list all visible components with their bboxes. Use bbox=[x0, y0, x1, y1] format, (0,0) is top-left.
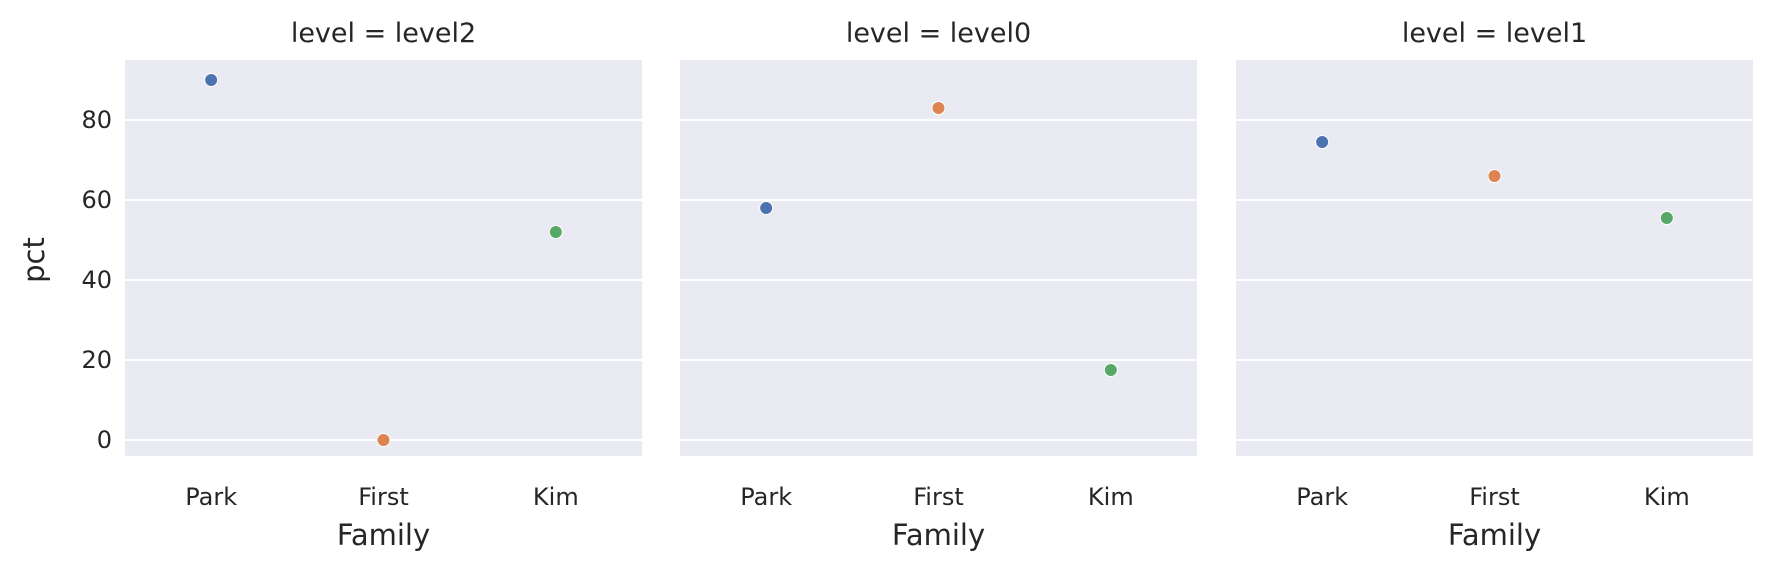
data-point-kim bbox=[548, 225, 563, 239]
x-tick-label: First bbox=[358, 483, 409, 511]
x-tick-label: First bbox=[913, 483, 964, 511]
y-tick-label: 60 bbox=[81, 186, 112, 214]
facet-panel-1: Park First Kim Family level = level0 bbox=[680, 18, 1197, 552]
data-point-park bbox=[1315, 135, 1330, 149]
data-point-first bbox=[1487, 169, 1502, 183]
y-axis-title: pct bbox=[17, 237, 51, 283]
x-tick-label: Kim bbox=[1644, 483, 1690, 511]
facet-title: level = level0 bbox=[846, 18, 1031, 49]
x-axis-title: Family bbox=[1448, 518, 1541, 552]
facet-background bbox=[125, 60, 642, 456]
x-tick-label: First bbox=[1469, 483, 1520, 511]
facets: 0 20 40 60 80 Park First Kim Family level = level… bbox=[81, 18, 1753, 552]
facet-title: level = level1 bbox=[1402, 18, 1587, 49]
facet-background bbox=[1236, 60, 1753, 456]
facet-title: level = level2 bbox=[291, 18, 476, 49]
x-axis-title: Family bbox=[892, 518, 985, 552]
y-tick-label: 80 bbox=[81, 106, 112, 134]
data-point-park bbox=[204, 73, 219, 87]
x-tick-label: Park bbox=[1296, 483, 1348, 511]
x-tick-label: Kim bbox=[533, 483, 579, 511]
facet-panel-0: 0 20 40 60 80 Park First Kim Family level = level… bbox=[81, 18, 642, 552]
data-point-park bbox=[759, 201, 774, 215]
x-tick-label: Park bbox=[185, 483, 237, 511]
x-tick-label: Kim bbox=[1088, 483, 1134, 511]
data-point-kim bbox=[1659, 211, 1674, 225]
y-tick-label: 40 bbox=[81, 266, 112, 294]
data-point-kim bbox=[1103, 363, 1118, 377]
y-tick-label: 20 bbox=[81, 346, 112, 374]
x-axis-title: Family bbox=[337, 518, 430, 552]
data-point-first bbox=[931, 101, 946, 115]
data-point-first bbox=[376, 433, 391, 447]
facet-background bbox=[680, 60, 1197, 456]
y-tick-label: 0 bbox=[97, 426, 112, 454]
x-tick-label: Park bbox=[740, 483, 792, 511]
facet-panel-2: Park First Kim Family level = level1 bbox=[1236, 18, 1753, 552]
